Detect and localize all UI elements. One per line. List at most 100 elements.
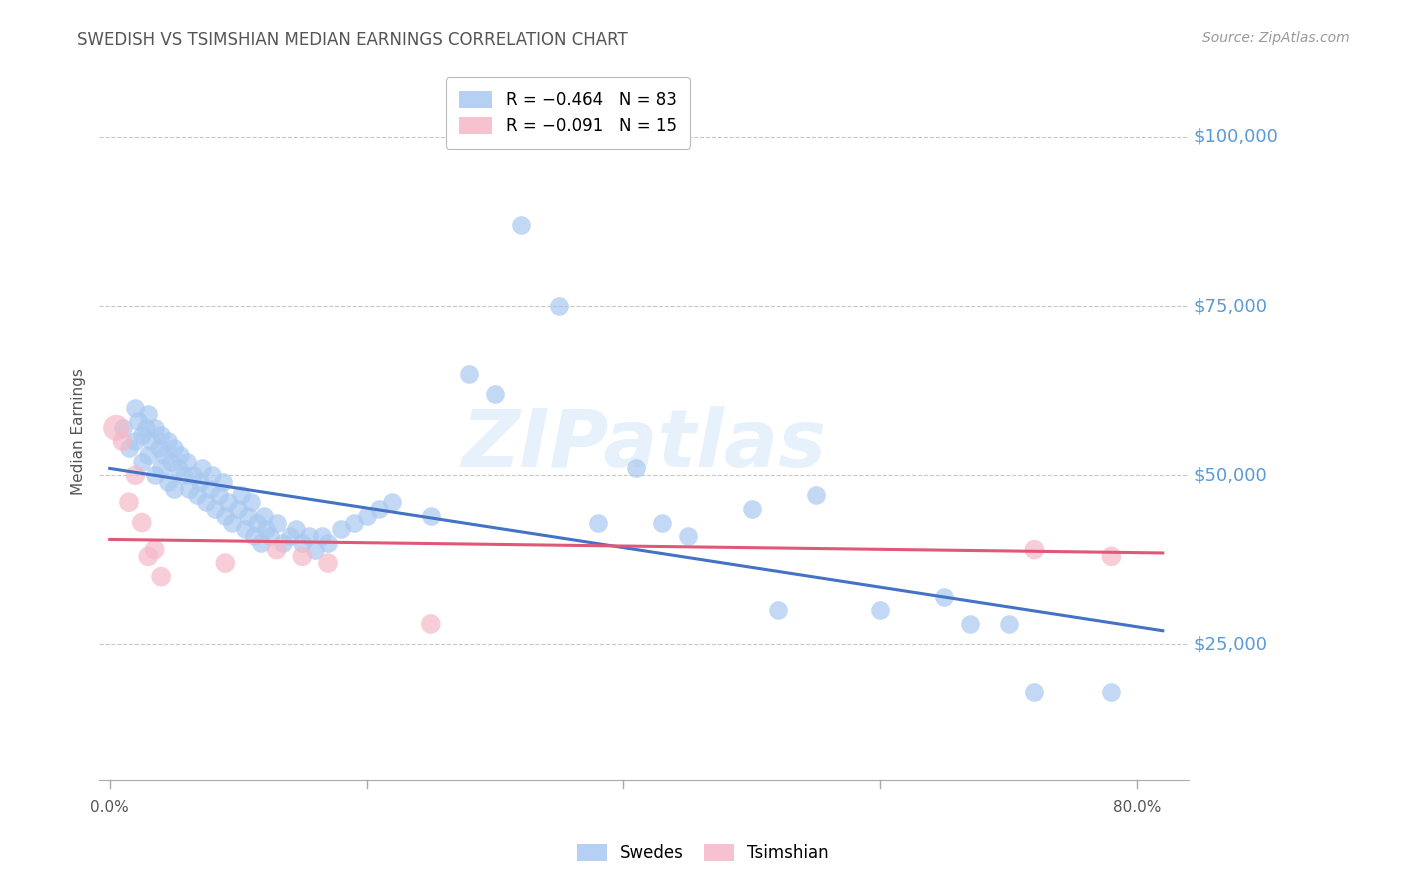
Point xyxy=(484,387,506,401)
Point xyxy=(127,414,149,428)
Point xyxy=(131,516,153,530)
Text: $100,000: $100,000 xyxy=(1194,128,1278,146)
Point xyxy=(163,441,186,455)
Point xyxy=(150,569,173,583)
Point xyxy=(381,495,404,509)
Point xyxy=(419,508,441,523)
Text: SWEDISH VS TSIMSHIAN MEDIAN EARNINGS CORRELATION CHART: SWEDISH VS TSIMSHIAN MEDIAN EARNINGS COR… xyxy=(77,31,628,49)
Point xyxy=(548,299,571,313)
Point xyxy=(124,401,146,415)
Point xyxy=(136,549,159,564)
Point xyxy=(278,529,301,543)
Point xyxy=(626,461,648,475)
Point xyxy=(1024,684,1046,698)
Point xyxy=(259,529,281,543)
Point xyxy=(240,495,263,509)
Point xyxy=(150,461,173,475)
Point xyxy=(229,488,252,502)
Point xyxy=(959,617,981,632)
Point xyxy=(118,441,141,455)
Point xyxy=(304,542,326,557)
Legend: R = −0.464   N = 83, R = −0.091   N = 15: R = −0.464 N = 83, R = −0.091 N = 15 xyxy=(446,78,690,149)
Point xyxy=(124,468,146,483)
Point xyxy=(343,516,366,530)
Point xyxy=(586,516,609,530)
Text: 0.0%: 0.0% xyxy=(90,800,129,815)
Text: $25,000: $25,000 xyxy=(1194,635,1268,653)
Point xyxy=(291,549,314,564)
Point xyxy=(804,488,827,502)
Point xyxy=(869,603,891,617)
Point xyxy=(176,455,198,469)
Point xyxy=(676,529,699,543)
Point xyxy=(160,455,183,469)
Point xyxy=(509,218,531,232)
Point xyxy=(233,522,256,536)
Point xyxy=(221,516,243,530)
Text: $50,000: $50,000 xyxy=(1194,467,1267,484)
Point xyxy=(254,522,277,536)
Point xyxy=(136,407,159,421)
Point xyxy=(250,536,273,550)
Point xyxy=(1101,684,1123,698)
Point xyxy=(156,434,179,449)
Point xyxy=(181,468,204,483)
Point xyxy=(208,488,231,502)
Point xyxy=(156,475,179,489)
Point xyxy=(316,536,339,550)
Point xyxy=(266,542,288,557)
Point xyxy=(148,441,170,455)
Point xyxy=(1024,542,1046,557)
Point xyxy=(169,448,191,462)
Point xyxy=(214,556,236,570)
Point xyxy=(173,468,195,483)
Point xyxy=(135,421,157,435)
Point xyxy=(139,434,162,449)
Point xyxy=(152,448,174,462)
Point xyxy=(997,617,1019,632)
Point xyxy=(266,516,288,530)
Point xyxy=(111,434,134,449)
Point xyxy=(143,468,166,483)
Text: Source: ZipAtlas.com: Source: ZipAtlas.com xyxy=(1202,31,1350,45)
Y-axis label: Median Earnings: Median Earnings xyxy=(72,368,86,495)
Text: 80.0%: 80.0% xyxy=(1114,800,1161,815)
Point xyxy=(118,495,141,509)
Point xyxy=(124,434,146,449)
Point xyxy=(238,508,260,523)
Point xyxy=(195,495,218,509)
Point xyxy=(368,502,391,516)
Point xyxy=(191,461,214,475)
Point xyxy=(131,455,153,469)
Point xyxy=(204,502,226,516)
Point xyxy=(150,427,173,442)
Point xyxy=(766,603,789,617)
Point xyxy=(329,522,352,536)
Point xyxy=(741,502,763,516)
Point xyxy=(179,482,201,496)
Point xyxy=(143,421,166,435)
Point xyxy=(198,482,221,496)
Point xyxy=(214,508,236,523)
Point xyxy=(226,502,249,516)
Point xyxy=(242,529,264,543)
Text: $75,000: $75,000 xyxy=(1194,297,1268,315)
Point xyxy=(188,475,211,489)
Point xyxy=(201,468,224,483)
Point xyxy=(271,536,294,550)
Point xyxy=(105,421,128,435)
Text: ZIPatlas: ZIPatlas xyxy=(461,406,827,484)
Point xyxy=(291,536,314,550)
Point xyxy=(934,590,956,604)
Point xyxy=(298,529,321,543)
Legend: Swedes, Tsimshian: Swedes, Tsimshian xyxy=(568,836,838,871)
Point xyxy=(163,482,186,496)
Point xyxy=(246,516,269,530)
Point xyxy=(356,508,378,523)
Point xyxy=(136,448,159,462)
Point xyxy=(166,461,188,475)
Point xyxy=(186,488,208,502)
Point xyxy=(284,522,307,536)
Point xyxy=(1101,549,1123,564)
Point xyxy=(651,516,673,530)
